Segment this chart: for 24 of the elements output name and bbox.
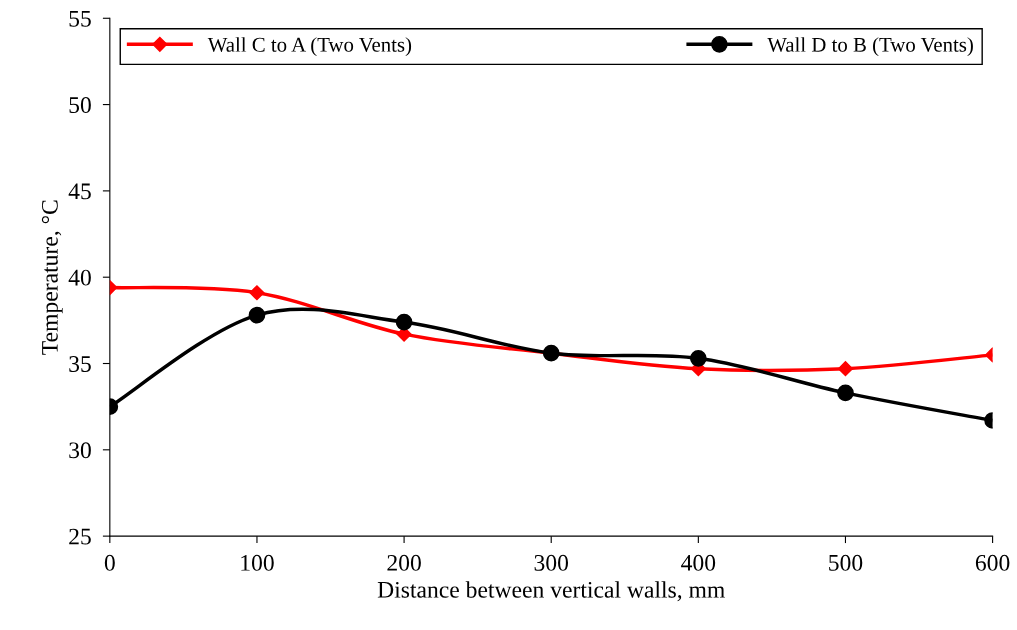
legend-label: Wall C to A (Two Vents) — [207, 37, 412, 57]
x-tick-label: 0 — [104, 554, 115, 571]
x-tick-label: 100 — [241, 554, 274, 571]
x-tick-label: 500 — [829, 554, 863, 571]
x-tick-label: 400 — [681, 554, 716, 571]
legend-label: Wall D to B (Two Vents) — [767, 37, 973, 57]
y-tick-label: 25 — [69, 528, 91, 545]
point — [248, 306, 266, 324]
y-tick-label: 50 — [69, 97, 91, 113]
x-tick-label: 200 — [387, 554, 421, 571]
x-axis-title: Distance between vertical walls, mm — [377, 581, 725, 602]
point — [690, 349, 707, 367]
point — [837, 361, 854, 377]
y-tick-label: 55 — [69, 11, 91, 27]
y-tick-label: 30 — [69, 442, 91, 459]
y-axis-title: Temperature, °C — [41, 200, 63, 355]
point — [837, 384, 854, 402]
y-tick-label: 40 — [68, 269, 91, 286]
point — [395, 313, 413, 331]
y-tick-label: 45 — [68, 183, 91, 200]
point — [249, 285, 265, 301]
x-tick-label: 300 — [534, 554, 569, 571]
x-tick-label: 600 — [975, 554, 1010, 571]
y-tick-label: 35 — [69, 356, 91, 372]
